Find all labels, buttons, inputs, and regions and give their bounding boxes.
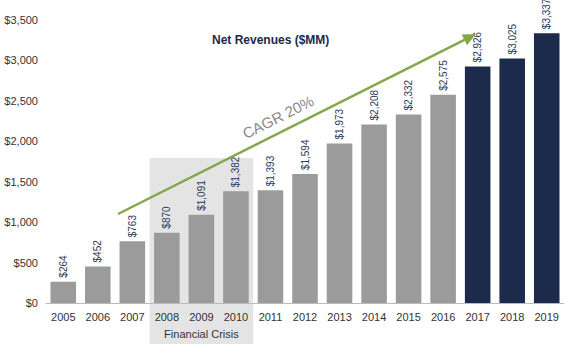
svg-text:$500: $500 <box>14 257 38 269</box>
svg-text:$1,500: $1,500 <box>4 176 38 188</box>
svg-text:2011: 2011 <box>259 311 283 323</box>
svg-text:$1,091: $1,091 <box>196 180 207 211</box>
svg-text:$1,382: $1,382 <box>230 156 241 187</box>
svg-text:CAGR 20%: CAGR 20% <box>240 92 317 142</box>
svg-text:2012: 2012 <box>293 311 317 323</box>
svg-text:$2,000: $2,000 <box>4 135 38 147</box>
svg-text:2015: 2015 <box>396 311 420 323</box>
svg-text:$1,393: $1,393 <box>265 155 276 186</box>
svg-text:$1,973: $1,973 <box>334 108 345 139</box>
svg-text:2014: 2014 <box>362 311 386 323</box>
svg-text:2009: 2009 <box>189 311 213 323</box>
svg-text:$3,500: $3,500 <box>4 14 38 26</box>
svg-text:Financial Crisis: Financial Crisis <box>164 328 239 340</box>
svg-text:2007: 2007 <box>120 311 144 323</box>
svg-text:$2,332: $2,332 <box>403 79 414 110</box>
svg-text:2005: 2005 <box>51 311 75 323</box>
svg-text:$1,000: $1,000 <box>4 216 38 228</box>
svg-text:2019: 2019 <box>534 311 558 323</box>
svg-text:$264: $264 <box>58 255 69 278</box>
svg-text:$3,025: $3,025 <box>507 23 518 54</box>
svg-text:$2,926: $2,926 <box>472 31 484 63</box>
svg-text:$3,000: $3,000 <box>4 54 38 66</box>
svg-text:2017: 2017 <box>465 311 489 323</box>
svg-text:2010: 2010 <box>224 311 248 323</box>
svg-text:$3,337: $3,337 <box>541 0 552 29</box>
svg-text:2016: 2016 <box>431 311 455 323</box>
svg-text:$2,500: $2,500 <box>4 95 38 107</box>
svg-text:$2,208: $2,208 <box>369 89 380 120</box>
svg-text:$2,575: $2,575 <box>438 60 449 91</box>
svg-text:2006: 2006 <box>86 311 110 323</box>
svg-text:Net Revenues ($MM): Net Revenues ($MM) <box>212 33 329 47</box>
svg-text:2018: 2018 <box>500 311 524 323</box>
svg-text:$870: $870 <box>161 206 172 229</box>
svg-text:2008: 2008 <box>155 311 179 323</box>
svg-text:$763: $763 <box>127 215 138 238</box>
svg-text:2013: 2013 <box>327 311 351 323</box>
svg-text:$452: $452 <box>92 240 103 263</box>
svg-text:$0: $0 <box>26 297 38 309</box>
svg-text:$1,594: $1,594 <box>300 139 311 170</box>
